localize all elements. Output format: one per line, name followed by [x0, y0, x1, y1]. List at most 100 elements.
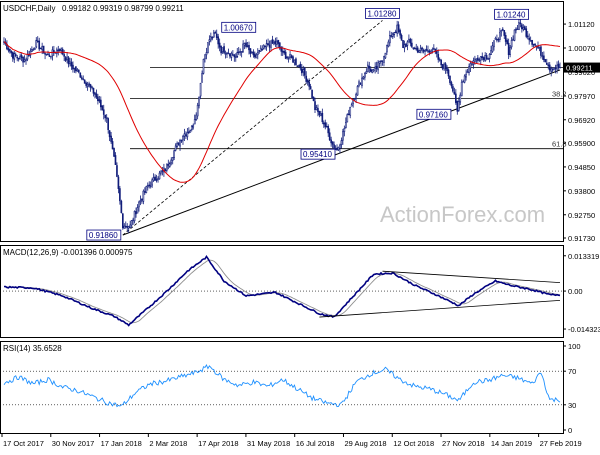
candle-body: [494, 37, 497, 40]
candle-body: [142, 190, 145, 202]
price-callout-box: [494, 8, 529, 20]
candle-body: [9, 48, 11, 52]
candle-body: [286, 56, 288, 59]
candle-body: [462, 80, 465, 83]
candle-body: [36, 40, 39, 43]
candle-body: [317, 108, 319, 112]
candle-body: [440, 59, 442, 66]
candle-body: [475, 58, 478, 61]
candle-body: [167, 164, 170, 166]
candle-body: [29, 50, 32, 56]
candle-body: [331, 141, 334, 145]
candle-body: [493, 40, 495, 48]
candle-body: [339, 144, 341, 149]
candle-body: [349, 106, 352, 116]
price-ytick-label: 0.95900: [568, 139, 595, 148]
candle-body: [14, 54, 17, 57]
candle-body: [249, 48, 252, 54]
candle-body: [207, 42, 209, 54]
candle-body: [296, 65, 299, 67]
price-callout-label: 1.01240: [497, 10, 526, 19]
candle-body: [397, 24, 400, 32]
price-panel-frame: [0, 1, 564, 242]
date-tick-label: 27 Nov 2018: [442, 439, 485, 448]
candle-body: [11, 52, 14, 59]
candle-body: [42, 45, 45, 54]
candle-body: [271, 39, 274, 44]
candle-body: [437, 54, 440, 60]
candle-body: [33, 48, 36, 50]
candle-body: [133, 211, 136, 222]
candle-body: [343, 128, 346, 132]
candle-body: [471, 64, 473, 66]
rsi-title: RSI(14) 35.6528: [3, 344, 62, 353]
last-price-tag: [564, 62, 600, 73]
candle-body: [421, 47, 423, 50]
candle-body: [239, 51, 242, 53]
candle-body: [185, 134, 187, 136]
candle-body: [26, 54, 29, 60]
candle-body: [120, 200, 123, 214]
candle-body: [223, 46, 225, 54]
price-trendlines: [122, 20, 561, 236]
candle-body: [359, 82, 362, 85]
candle-body: [336, 147, 338, 151]
candle-body: [283, 51, 286, 54]
candle-body: [337, 146, 340, 151]
candle-body: [375, 66, 378, 69]
candle-body: [386, 44, 388, 53]
candle-body: [218, 42, 221, 48]
candle-body: [554, 67, 557, 70]
candle-body: [460, 81, 463, 97]
candle-body: [256, 51, 259, 56]
candle-body: [101, 105, 104, 111]
candle-body: [428, 50, 431, 53]
candle-body: [243, 43, 246, 46]
candle-body: [431, 48, 434, 52]
date-tick-label: 14 Jan 2019: [491, 439, 532, 448]
date-tick-label: 12 Oct 2018: [393, 439, 434, 448]
candle-body: [195, 114, 198, 120]
candle-body: [328, 132, 331, 141]
candle-body: [86, 84, 89, 87]
candle-body: [295, 58, 297, 66]
candle-body: [371, 69, 374, 73]
candle-body: [17, 57, 20, 60]
candle-body: [299, 63, 302, 69]
candle-body: [233, 54, 236, 58]
candle-body: [171, 156, 174, 161]
candle-body: [377, 62, 379, 71]
candle-body: [556, 64, 558, 70]
candle-body: [217, 36, 220, 45]
candle-body: [196, 104, 199, 117]
candle-body: [506, 40, 509, 45]
candle-body: [365, 71, 368, 74]
candle-body: [300, 68, 303, 74]
candle-body: [129, 224, 131, 229]
candle-body: [105, 117, 108, 119]
candle-body: [479, 56, 482, 61]
candle-body: [160, 171, 162, 174]
candle-body: [173, 150, 176, 158]
candle-body: [487, 58, 489, 60]
rsi-ytick-label: 100: [568, 342, 581, 351]
candle-body: [97, 96, 99, 101]
macd-support-line: [319, 299, 561, 318]
candle-body: [409, 39, 412, 44]
candle-body: [447, 69, 450, 77]
candle-body: [380, 60, 382, 62]
date-tick-label: 16 Jul 2018: [296, 439, 335, 448]
candle-body: [419, 47, 422, 52]
price-ytick-label: 0.92750: [568, 211, 595, 220]
candle-body: [183, 133, 186, 137]
candle-body: [312, 96, 315, 101]
candle-body: [245, 42, 247, 48]
candle-body: [547, 64, 550, 67]
candle-body: [415, 48, 418, 50]
candle-body: [98, 99, 101, 102]
candle-body: [457, 101, 460, 111]
candle-body: [325, 126, 328, 128]
macd-ytick-label: 0.013319: [568, 252, 599, 261]
candle-body: [212, 32, 215, 38]
candle-body: [202, 59, 205, 74]
